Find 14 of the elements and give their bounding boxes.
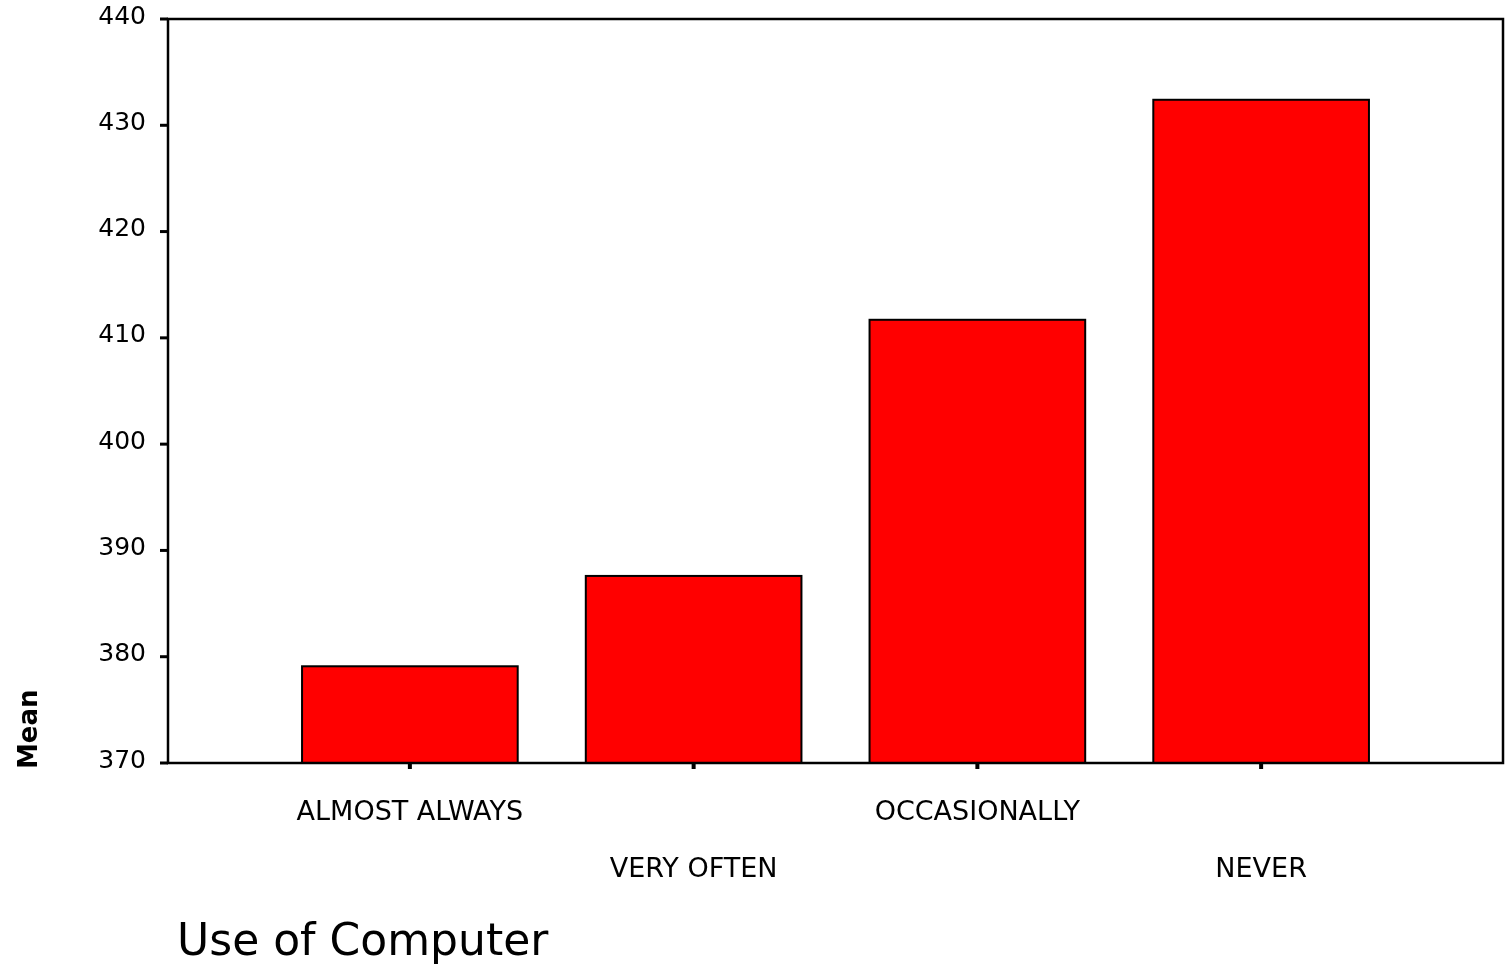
y-tick-label: 400 <box>98 425 146 455</box>
x-axis-title: Use of Computer <box>177 914 550 964</box>
y-tick-label: 410 <box>98 319 146 349</box>
x-tick-label: ALMOST ALWAYS <box>296 795 524 826</box>
x-tick-label: NEVER <box>1215 852 1307 883</box>
y-tick-label: 420 <box>98 213 146 243</box>
y-tick-label: 430 <box>98 106 146 136</box>
y-tick-label: 440 <box>98 0 146 30</box>
y-axis-title: Mean <box>13 689 43 769</box>
y-tick-label: 380 <box>98 638 146 668</box>
x-tick-label: OCCASIONALLY <box>874 795 1081 826</box>
y-tick-label: 370 <box>98 744 146 774</box>
x-tick-label: VERY OFTEN <box>609 852 778 883</box>
y-tick-label: 390 <box>98 531 146 561</box>
